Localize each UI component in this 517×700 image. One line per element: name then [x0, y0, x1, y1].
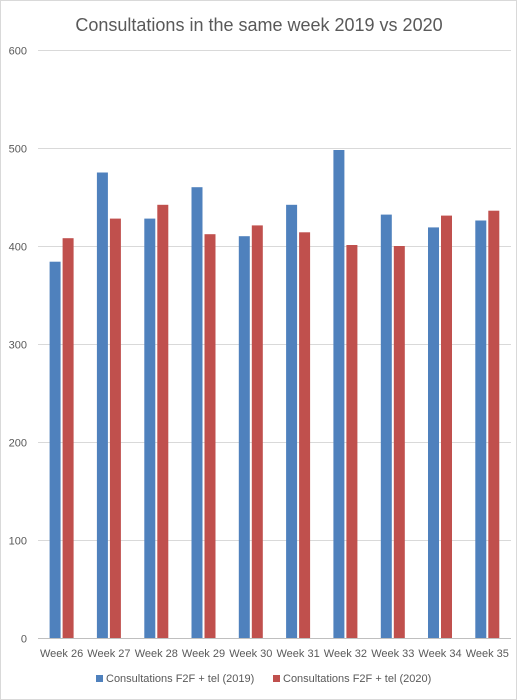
bar-2020-week-34	[441, 215, 452, 638]
bar-2019-week-28	[144, 218, 156, 638]
bar-2019-week-29	[191, 187, 203, 638]
bar-2019-week-32	[333, 150, 345, 638]
bar-2019-week-30	[238, 236, 250, 638]
x-tick-label: Week 31	[276, 648, 319, 660]
x-tick-label: Week 35	[466, 648, 509, 660]
legend: Consultations F2F + tel (2019) Consultati…	[96, 673, 431, 685]
bar-2019-week-27	[96, 172, 108, 638]
bar-2020-week-28	[157, 204, 169, 639]
bar-2019-week-31	[286, 204, 298, 639]
bar-2020-week-30	[251, 225, 263, 638]
y-tick-label: 200	[9, 438, 27, 450]
x-tick-label: Week 28	[135, 648, 178, 660]
bar-2020-week-33	[393, 246, 405, 638]
bar-2019-week-33	[380, 214, 392, 638]
x-axis-ticks: Week 26 Week 27 Week 28 Week 29 Week 30 Week …	[40, 648, 509, 660]
bar-2019-week-35	[475, 220, 487, 638]
x-tick-label: Week 29	[182, 648, 225, 660]
gridlines	[38, 50, 511, 639]
bars	[49, 150, 500, 639]
x-tick-label: Week 26	[40, 648, 83, 660]
chart-title: Consultations in the same week 2019 vs 2…	[75, 15, 442, 35]
legend-swatch	[96, 675, 103, 682]
y-tick-label: 0	[21, 634, 27, 646]
legend-label: Consultations F2F + tel (2020)	[283, 673, 431, 685]
x-tick-label: Week 32	[324, 648, 367, 660]
bar-2020-week-27	[109, 218, 121, 638]
x-tick-label: Week 34	[418, 648, 461, 660]
y-tick-label: 600	[9, 46, 27, 58]
bar-2020-week-26	[62, 238, 74, 638]
legend-label: Consultations F2F + tel (2019)	[106, 673, 254, 685]
x-tick-label: Week 27	[87, 648, 130, 660]
bar-2020-week-29	[204, 234, 216, 638]
y-tick-label: 400	[9, 242, 27, 254]
x-tick-label: Week 30	[229, 648, 272, 660]
y-tick-label: 500	[9, 144, 27, 156]
bar-2020-week-31	[299, 232, 311, 639]
bar-2020-week-35	[488, 210, 500, 638]
x-tick-label: Week 33	[371, 648, 414, 660]
bar-2020-week-32	[346, 245, 358, 638]
y-tick-label: 100	[9, 536, 27, 548]
y-tick-label: 300	[9, 340, 27, 352]
legend-swatch	[273, 675, 280, 682]
y-axis-ticks: 0 100 200 300 400 500 600	[9, 46, 27, 646]
bar-2019-week-34	[428, 227, 439, 638]
bar-2019-week-26	[49, 261, 61, 638]
